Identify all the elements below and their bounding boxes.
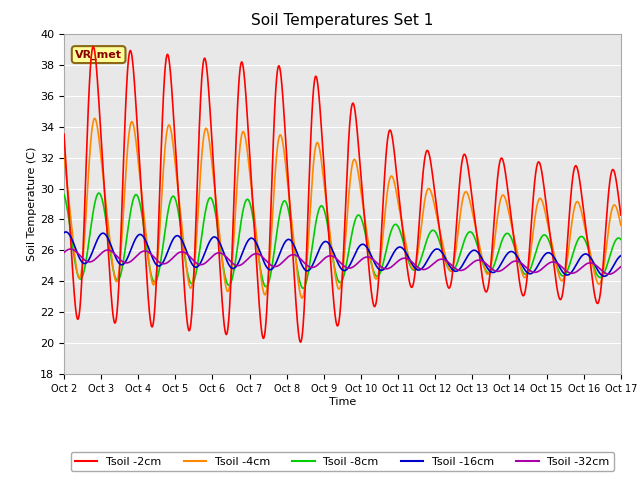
Text: VR_met: VR_met [75, 49, 122, 60]
Y-axis label: Soil Temperature (C): Soil Temperature (C) [28, 147, 37, 261]
Title: Soil Temperatures Set 1: Soil Temperatures Set 1 [252, 13, 433, 28]
Legend: Tsoil -2cm, Tsoil -4cm, Tsoil -8cm, Tsoil -16cm, Tsoil -32cm: Tsoil -2cm, Tsoil -4cm, Tsoil -8cm, Tsoi… [70, 452, 614, 471]
X-axis label: Time: Time [329, 397, 356, 407]
